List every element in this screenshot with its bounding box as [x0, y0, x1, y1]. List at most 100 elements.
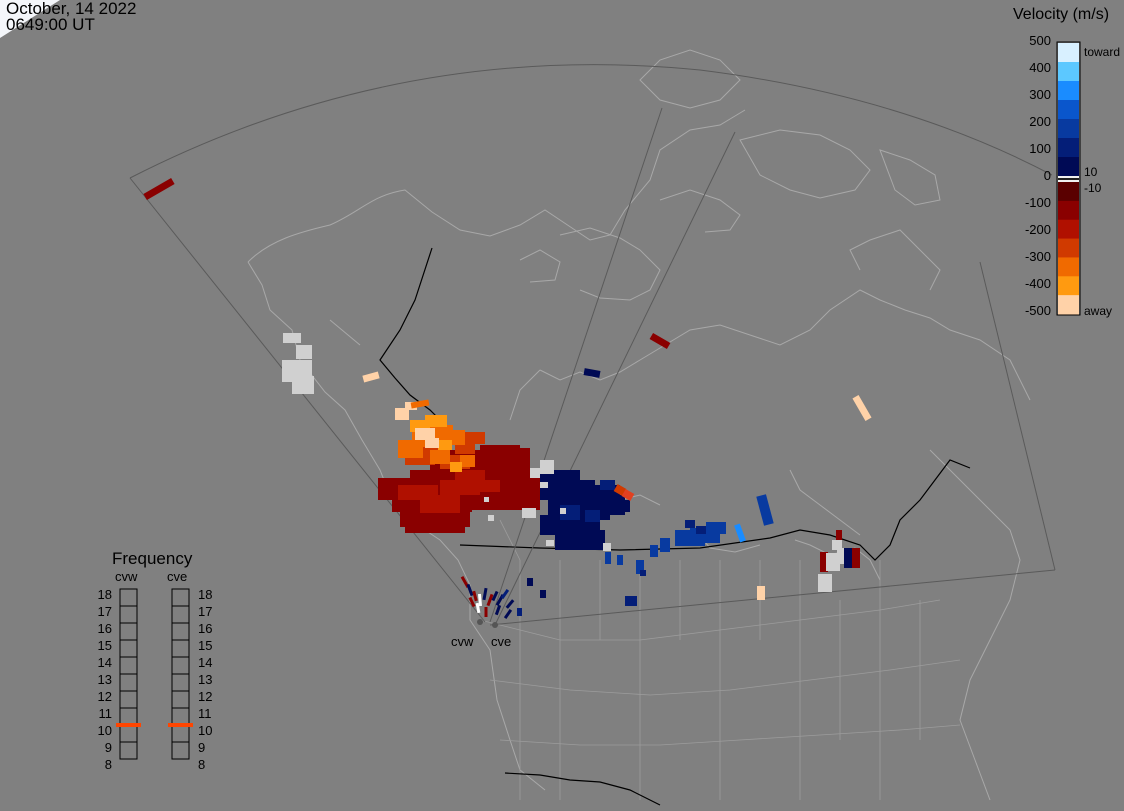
backscatter-cell [503, 609, 513, 619]
backscatter-cell [410, 399, 430, 409]
frequency-scale-label-right: 11 [198, 706, 212, 721]
frequency-scale-label-right: 17 [198, 604, 213, 619]
velocity-colorbar [1056, 41, 1081, 316]
velocity-tick-label: 300 [1029, 87, 1051, 102]
colorbar-threshold-band [1058, 180, 1079, 182]
colorbar-toward-band [1058, 138, 1079, 158]
backscatter-cell [617, 555, 623, 565]
backscatter-cell [530, 468, 540, 478]
threshold-negative-label: -10 [1084, 181, 1102, 195]
backscatter-cell [425, 415, 447, 427]
backscatter-cell [475, 602, 481, 614]
backscatter-cell [405, 402, 417, 410]
frequency-marker-cve [168, 723, 193, 727]
backscatter-cell [143, 177, 175, 201]
backscatter-cell [625, 596, 637, 606]
frequency-scale-label-right: 15 [198, 638, 213, 653]
backscatter-cell [405, 518, 465, 533]
colorbar-away-band [1058, 276, 1079, 296]
radar-label-cvw: cvw [451, 634, 474, 649]
backscatter-cell [296, 345, 312, 359]
backscatter-cell [540, 482, 548, 488]
backscatter-cell [415, 428, 435, 440]
backscatter-cell [560, 508, 566, 514]
backscatter-cell [818, 574, 832, 592]
frequency-scale-label-left: 16 [97, 621, 112, 636]
toward-label: toward [1084, 45, 1121, 59]
frequency-scale-label-right: 16 [198, 621, 213, 636]
backscatter-cell [527, 578, 533, 586]
velocity-tick-label: 100 [1029, 141, 1051, 156]
backscatter-cell [484, 607, 488, 617]
colorbar-toward-band [1058, 43, 1079, 63]
threshold-positive-label: 10 [1084, 165, 1098, 179]
backscatter-cell [477, 593, 483, 607]
backscatter-cell [488, 515, 494, 521]
backscatter-cell [685, 520, 695, 528]
backscatter-cell [482, 587, 488, 601]
backscatter-cell [283, 333, 301, 343]
frequency-scale-label-right: 10 [198, 723, 213, 738]
backscatter-cell [605, 552, 611, 564]
colorbar-toward-band [1058, 119, 1079, 139]
velocity-tick-label: -400 [1024, 276, 1051, 291]
backscatter-cell [484, 497, 489, 502]
colorbar-away-band [1058, 200, 1079, 221]
backscatter-cell [460, 455, 475, 467]
colorbar-threshold-band [1058, 176, 1079, 178]
backscatter-cell [650, 545, 658, 557]
backscatter-cell [660, 538, 670, 552]
backscatter-cell [852, 548, 860, 568]
frequency-scale-label-left: 14 [97, 655, 112, 670]
backscatter-cell [649, 332, 671, 350]
radar-label-cve: cve [491, 634, 512, 649]
backscatter-cell [734, 523, 746, 543]
backscatter-cell [470, 480, 500, 492]
backscatter-cell [844, 548, 852, 568]
velocity-tick-label: 0 [1043, 168, 1051, 183]
frequency-scale-label-right: 8 [198, 757, 206, 772]
backscatter-cell [603, 543, 611, 551]
backscatter-cell [500, 589, 510, 599]
frequency-panel [116, 588, 193, 760]
coastlines [247, 49, 1031, 801]
velocity-tick-label: 200 [1029, 114, 1051, 129]
backscatter-cell [362, 371, 380, 383]
backscatter-cell [494, 604, 502, 616]
backscatter-cell [468, 596, 476, 608]
backscatter-cell [292, 376, 314, 394]
colorbar-away-band [1058, 182, 1079, 202]
backscatter-cell [555, 535, 585, 550]
radar-fov [129, 64, 1056, 626]
backscatter-cell [465, 432, 485, 444]
backscatter-cell [540, 515, 560, 535]
colorbar-toward-band [1058, 157, 1079, 177]
backscatter-cell [522, 508, 536, 518]
backscatter-cell [640, 570, 646, 576]
backscatter-cell [438, 440, 452, 450]
colorbar-toward-band [1058, 100, 1079, 120]
backscatter-cell [757, 586, 765, 600]
colorbar-toward-band [1058, 62, 1079, 82]
frequency-label-cvw: cvw [115, 569, 138, 584]
frequency-scale-label-right: 14 [198, 655, 213, 670]
frequency-marker-cvw [116, 723, 141, 727]
backscatter-cell [546, 540, 554, 546]
backscatter-cell [636, 560, 644, 574]
backscatter-cell [610, 500, 630, 512]
backscatter-cell [500, 448, 530, 462]
backscatter-cell [826, 553, 840, 571]
frequency-scale-label-right: 18 [198, 587, 213, 602]
frequency-label-cve: cve [167, 569, 188, 584]
backscatter-cell [621, 489, 635, 501]
velocity-tick-label: -300 [1024, 249, 1051, 264]
frequency-scale-label-left: 9 [104, 740, 112, 755]
backscatter-cell [425, 438, 439, 448]
frequency-scale-label-left: 17 [97, 604, 112, 619]
colorbar-frame [1056, 41, 1081, 316]
radar-site-cvw [477, 619, 483, 625]
backscatter-cell [600, 480, 615, 490]
backscatter-cell [491, 590, 499, 602]
backscatter-cell [540, 590, 546, 598]
backscatter-cell [696, 526, 706, 534]
